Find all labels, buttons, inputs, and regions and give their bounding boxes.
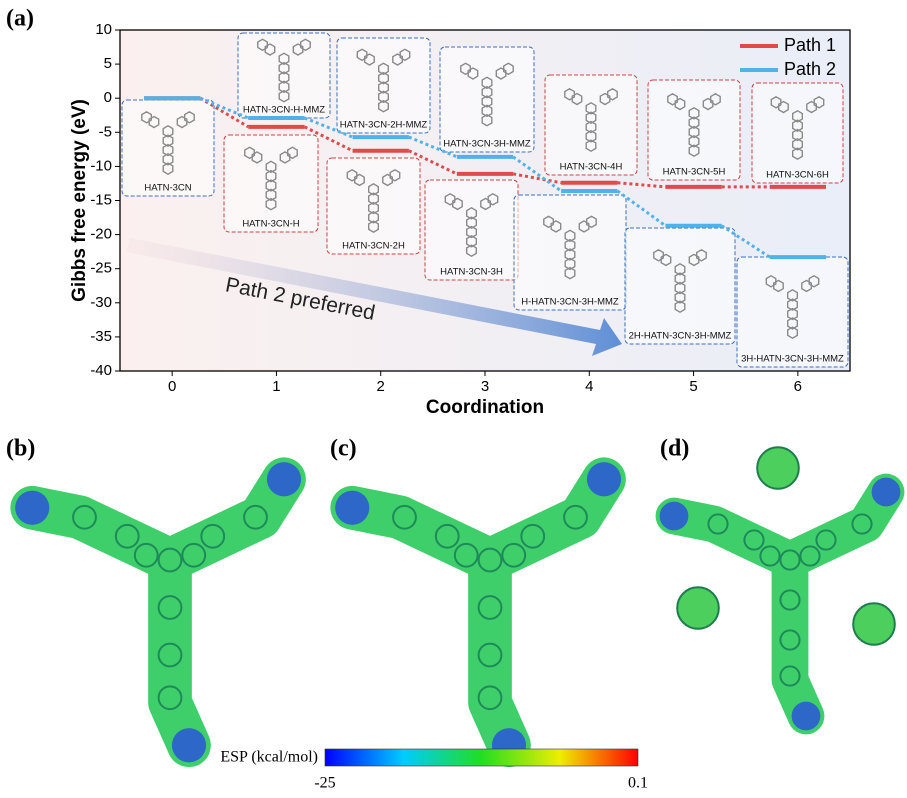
- x-tick-label: 3: [481, 378, 489, 395]
- esp-surface: [352, 508, 490, 560]
- panel-label: (b): [6, 436, 35, 462]
- esp-surface: [490, 560, 509, 745]
- esp-surface: [170, 560, 189, 745]
- structure-label: 3H-HATN-3CN-3H-MMZ: [741, 354, 844, 365]
- legend-label: Path 2: [784, 59, 836, 79]
- structure-label: HATN-3CN-2H: [342, 241, 405, 252]
- y-tick-label: -15: [90, 191, 112, 208]
- structure-label: HATN-3CN-3H: [440, 267, 503, 278]
- x-tick-label: 5: [689, 378, 697, 395]
- y-tick-label: 0: [104, 89, 112, 106]
- y-tick-label: -20: [90, 226, 112, 243]
- esp-end: [872, 478, 901, 507]
- x-tick-label: 2: [377, 378, 385, 395]
- y-axis-label: Gibbs free energy (eV): [69, 99, 90, 302]
- esp-end: [267, 462, 301, 496]
- esp-surface: [674, 516, 790, 560]
- structure-label: HATN-3CN-3H-MMZ: [443, 139, 531, 150]
- structure-label: HATN-3CN-5H: [663, 167, 726, 178]
- structure-box: [440, 47, 534, 152]
- structure-box: [737, 257, 848, 367]
- structure-box: [752, 83, 843, 183]
- legend-label: Path 1: [784, 35, 836, 55]
- esp-mmz: [757, 447, 799, 489]
- x-tick-label: 0: [168, 378, 176, 395]
- figure: (a) (b) (c) (d) ESP (kcal/mol) -25 0.1 P…: [0, 0, 907, 793]
- y-tick-label: 10: [95, 21, 112, 38]
- x-tick-label: 6: [794, 378, 802, 395]
- structure-box: [425, 180, 518, 280]
- x-axis-label: Coordination: [426, 397, 544, 418]
- esp-mmz: [677, 587, 719, 629]
- colorbar-tick: 0.1: [628, 775, 648, 792]
- y-tick-label: -25: [90, 260, 112, 277]
- panel-label: (a): [6, 6, 34, 32]
- y-tick-label: -5: [99, 123, 112, 140]
- x-tick-label: 4: [585, 378, 593, 395]
- esp-surface: [790, 560, 806, 716]
- structure-box: [545, 75, 637, 175]
- esp-end: [587, 462, 621, 496]
- esp-end: [660, 502, 689, 531]
- y-tick-label: -10: [90, 157, 112, 174]
- colorbar-tick: -25: [314, 775, 335, 792]
- y-tick-label: 5: [104, 55, 112, 72]
- esp-mmz: [853, 603, 895, 645]
- panel-label: (c): [330, 436, 357, 462]
- structure-box: [514, 195, 626, 310]
- structure-box: [648, 80, 740, 180]
- esp-end: [172, 728, 206, 762]
- y-tick-label: -35: [90, 328, 112, 345]
- esp-maps: [15, 447, 900, 762]
- structure-label: HATN-3CN-6H: [766, 170, 829, 181]
- esp-end: [335, 491, 369, 525]
- x-tick-label: 1: [272, 378, 280, 395]
- esp-end: [15, 491, 49, 525]
- structure-label: HATN-3CN-4H: [560, 162, 623, 173]
- structure-label: HATN-3CN: [144, 183, 191, 194]
- colorbar-label: ESP (kcal/mol): [220, 749, 318, 766]
- esp-surface: [32, 508, 170, 560]
- structure-label: 2H-HATN-3CN-3H-MMZ: [629, 331, 732, 342]
- structure-box: [224, 135, 318, 232]
- panel-label: (d): [660, 436, 689, 462]
- esp-end: [792, 702, 821, 731]
- structure-label: H-HATN-3CN-3H-MMZ: [521, 297, 619, 308]
- colorbar: [325, 749, 638, 766]
- structure-box: [625, 228, 735, 344]
- structure-label: HATN-3CN-H-MMZ: [243, 105, 325, 116]
- y-tick-label: -40: [90, 362, 112, 379]
- y-tick-label: -30: [90, 294, 112, 311]
- structure-label: HATN-3CN-2H-MMZ: [340, 120, 428, 131]
- structure-label: HATN-3CN-H: [242, 219, 299, 230]
